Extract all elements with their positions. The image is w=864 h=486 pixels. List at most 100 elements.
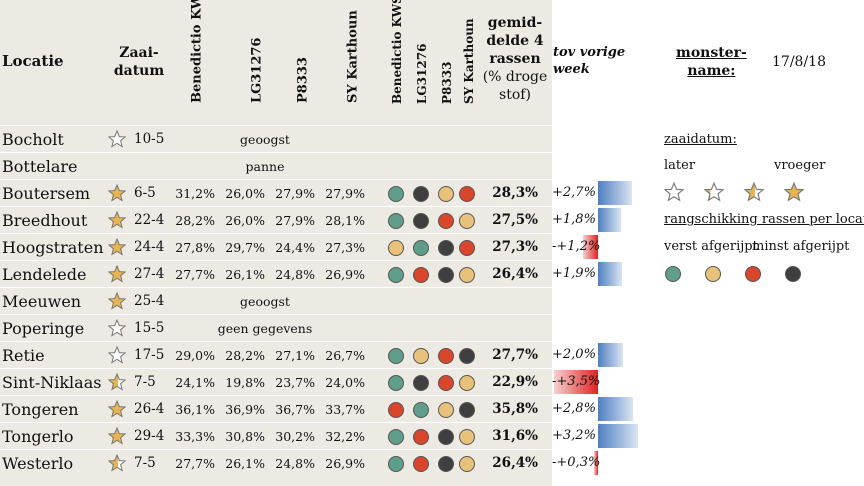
sample-date: 17/8/18 [772, 54, 826, 70]
dry-matter-value: 36,7% [275, 402, 315, 417]
table-row: Bocholt 10-5 geoogst [0, 125, 552, 153]
dry-matter-value: 27,7% [175, 456, 215, 471]
header-avg-1: gemid- [487, 15, 543, 31]
dry-matter-value: 30,2% [275, 429, 315, 444]
table-row: Bottelare panne [0, 152, 552, 180]
dry-matter-value: 19,8% [225, 375, 265, 390]
sowing-date: 29-4 [134, 428, 165, 444]
location-name: Hoogstraten [2, 238, 104, 257]
location-name: Westerlo [2, 454, 74, 473]
average-value: 27,7% [492, 347, 538, 363]
dry-matter-value: 23,7% [275, 375, 315, 390]
star-partial-icon [107, 453, 127, 472]
header-rank-3: P8333 [440, 61, 454, 104]
dry-matter-value: 26,1% [225, 456, 265, 471]
sowing-date: 7-5 [134, 455, 156, 471]
rank-dot-red [413, 456, 429, 472]
rank-dot-yellow [438, 402, 454, 418]
star-full-icon [107, 210, 127, 229]
dry-matter-value: 27,3% [325, 240, 365, 255]
star-full-icon [107, 291, 127, 310]
rank-dot-red [388, 402, 404, 418]
legend-star-scale [660, 181, 820, 204]
average-value: 26,4% [492, 455, 538, 471]
sowing-date: 27-4 [134, 266, 165, 282]
header-variety-3: P8333 [295, 57, 311, 103]
dry-matter-value: 26,1% [225, 267, 265, 282]
header-tov-1: tov vorige [553, 45, 626, 60]
row-note: panne [245, 159, 285, 174]
rank-dot-red [413, 267, 429, 283]
rank-dot-yellow [459, 429, 475, 445]
sowing-star [107, 183, 127, 202]
header-avg-3: rassen [489, 51, 541, 67]
dry-matter-value: 27,8% [175, 240, 215, 255]
location-name: Bocholt [2, 130, 64, 149]
header-tov: tov vorige week [553, 44, 625, 78]
dry-matter-value: 24,8% [275, 267, 315, 282]
header-zaai: Zaai- [119, 45, 159, 61]
legend-dot-black [785, 266, 801, 282]
change-value: +1,9% [552, 266, 596, 281]
legend-vroeger: vroeger [774, 158, 826, 173]
dry-matter-value: 26,0% [225, 186, 265, 201]
rank-dot-black [438, 267, 454, 283]
sowing-date: 25-4 [134, 293, 165, 309]
dry-matter-value: 26,0% [225, 213, 265, 228]
sowing-star [107, 237, 127, 256]
header-avg-5: stof) [499, 87, 531, 103]
star-full-icon [107, 237, 127, 256]
dry-matter-value: 26,9% [325, 456, 365, 471]
dry-matter-value: 33,7% [325, 402, 365, 417]
rank-dot-green [413, 240, 429, 256]
table-row: Westerlo 7-5 27,7% 26,1% 24,8% 26,9% 26,4% [0, 449, 552, 477]
location-name: Boutersem [2, 184, 91, 203]
legend-star [783, 181, 805, 202]
change-bar [583, 235, 598, 259]
dry-matter-value: 36,1% [175, 402, 215, 417]
legend-minst: minst afgerijpt [752, 239, 850, 254]
sowing-star [107, 129, 127, 148]
dry-matter-value: 27,9% [325, 186, 365, 201]
header-variety-1: Benedictio KWS [189, 0, 205, 103]
rank-dot-red [438, 375, 454, 391]
header-tov-2: week [553, 62, 590, 77]
sowing-date: 26-4 [134, 401, 165, 417]
average-value: 31,6% [492, 428, 538, 444]
dry-matter-value: 27,9% [275, 186, 315, 201]
sowing-date: 17-5 [134, 347, 165, 363]
legend-verst: verst afgerijpt [664, 239, 758, 254]
rank-dot-red [459, 240, 475, 256]
header-avg-2: delde 4 [486, 33, 544, 49]
dry-matter-value: 29,0% [175, 348, 215, 363]
row-note: geoogst [240, 132, 290, 147]
rank-dot-yellow [413, 348, 429, 364]
rank-dot-green [388, 375, 404, 391]
rank-dot-green [388, 456, 404, 472]
change-bar [598, 181, 632, 205]
header-zaaidatum: Zaai- datum [108, 44, 170, 80]
rank-dot-green [388, 348, 404, 364]
sowing-date: 6-5 [134, 185, 156, 201]
star-full-icon [703, 181, 725, 202]
table-row: Tongerlo 29-4 33,3% 30,8% 30,2% 32,2% 31,6% [0, 422, 552, 450]
dry-matter-value: 24,4% [275, 240, 315, 255]
dry-matter-value: 28,2% [225, 348, 265, 363]
header-locatie: Locatie [2, 52, 64, 70]
dry-matter-value: 24,1% [175, 375, 215, 390]
legend-star [663, 181, 685, 202]
rank-dot-yellow [459, 267, 475, 283]
rank-dot-black [413, 375, 429, 391]
monstername-label: monster- name: [676, 44, 747, 80]
legend-rangschikking: rangschikking rassen per locatie: [664, 212, 864, 227]
sowing-star [107, 399, 127, 418]
sowing-date: 22-4 [134, 212, 165, 228]
change-bar [598, 397, 633, 421]
dry-matter-value: 24,8% [275, 456, 315, 471]
legend-zaaidatum: zaaidatum: [664, 132, 737, 147]
change-value: +2,8% [552, 401, 596, 416]
rank-dot-green [388, 267, 404, 283]
change-value: -+1,2% [552, 239, 601, 254]
rank-dot-yellow [438, 186, 454, 202]
legend-dot-green [665, 266, 681, 282]
